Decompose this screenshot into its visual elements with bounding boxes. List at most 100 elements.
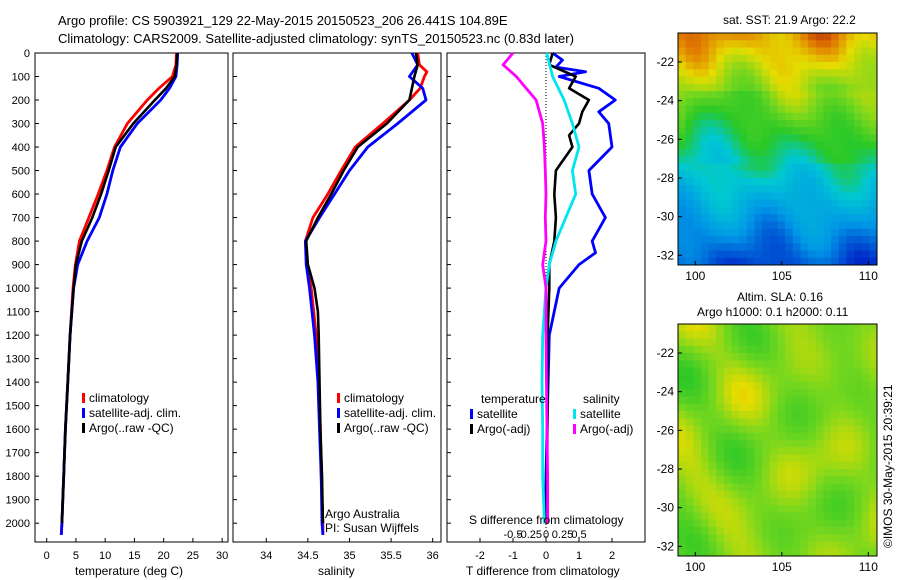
sst-map-cell (846, 69, 855, 77)
sst-map-cell (815, 199, 824, 208)
sla-map-cell (708, 418, 717, 426)
sst-map-cell (700, 54, 710, 63)
sst-map-cell (823, 149, 832, 157)
sla-map-cell (815, 396, 824, 405)
sla-map-cell (831, 498, 840, 506)
sla-map-cell (823, 534, 832, 542)
sla-map-cell (723, 454, 732, 463)
sst-map-cell (792, 228, 801, 237)
sst-map-cell (823, 257, 832, 266)
sst-map-cell (800, 91, 809, 99)
sla-map-cell (678, 418, 687, 426)
sla-map-cell (739, 411, 748, 419)
sla-map-cell (869, 454, 878, 463)
sla-map-cell (823, 396, 832, 405)
sla-map-cell (769, 541, 778, 550)
sst-map-cell (823, 228, 832, 237)
sla-map-cell (846, 527, 855, 535)
sst-map-cell (869, 156, 878, 164)
sla-map-cell (792, 396, 801, 405)
temperature-ytick-label: 200 (12, 95, 30, 107)
sla-map-cell (800, 512, 809, 521)
sla-map-cell (708, 338, 717, 347)
sla-map-cell (678, 476, 687, 484)
sst-map-cell (831, 243, 840, 251)
sst-map-cell (792, 134, 801, 143)
sla-map-cell (777, 461, 786, 470)
sla-map-cell (678, 389, 687, 397)
sst-map-cell (754, 250, 763, 259)
sla-map-cell (861, 338, 870, 347)
sla-map-cell (693, 490, 702, 499)
sla-map-cell (723, 396, 732, 405)
sla-map-cell (731, 440, 740, 448)
sla-map-cell (762, 490, 771, 499)
sst-map-cell (700, 105, 710, 114)
sla-map-cell (846, 541, 855, 550)
sla-map-cell (785, 519, 794, 528)
sst-map-cell (831, 105, 840, 114)
sst-map-cell (808, 134, 817, 143)
sst-map-cell (731, 62, 740, 70)
sla-map-cell (823, 519, 832, 528)
sla-map-cell (708, 432, 717, 441)
sla-map-cell (815, 338, 824, 347)
sst-map-cell (777, 120, 786, 128)
sst-map-cell (693, 207, 702, 215)
sla-map-cell (800, 440, 809, 448)
sla-map-cell (869, 345, 878, 354)
sst-map-cell (716, 141, 725, 150)
sst-map-cell (800, 192, 809, 201)
sla-map-cell (792, 403, 801, 412)
sla-map-cell (716, 374, 725, 383)
sst-map-cell (708, 62, 717, 70)
sla-map-cell (700, 447, 710, 455)
sla-map-cell (700, 548, 710, 557)
sst-map-cell (708, 76, 717, 85)
sst-map-cell (815, 257, 824, 266)
sla-map-cell (823, 476, 832, 484)
sst-map-cell (731, 91, 740, 99)
sla-map-cell (708, 324, 717, 332)
sst-map-cell (854, 47, 863, 56)
sla-map-cell (861, 534, 870, 542)
sla-map-cell (792, 512, 801, 521)
sst-map-cell (708, 83, 717, 92)
sla-map-cell (854, 454, 863, 463)
sla-map-cell (854, 534, 863, 542)
sla-map-cell (800, 331, 809, 339)
sla-map-cell (792, 541, 801, 550)
sla-map-cell (800, 469, 809, 477)
sst-map-cell (800, 156, 809, 164)
sst-map-cell (693, 83, 702, 92)
salinity-frame (232, 52, 442, 543)
difference-legend-temp-label: satellite (477, 407, 518, 421)
sst-map-cell (769, 207, 778, 215)
sst-map-cell (739, 54, 748, 63)
sla-map-cell (777, 374, 786, 383)
sst-map-cell (800, 40, 809, 48)
sst-map-cell (708, 47, 717, 56)
sla-map-cell (792, 447, 801, 455)
sla-map-cell (777, 360, 786, 368)
salinity-xlabel: salinity (318, 564, 355, 578)
sst-map-cell (716, 250, 725, 259)
salinity-series-2 (303, 52, 428, 536)
sla-map-cell (854, 425, 863, 434)
sst-map-cell (815, 127, 824, 135)
sla-map-cell (678, 447, 687, 455)
sla-map-cell (861, 447, 870, 455)
sst-map-cell (777, 33, 786, 41)
sst-map-cell (861, 69, 870, 77)
sla-map-cell (815, 447, 824, 455)
sla-map-cell (831, 512, 840, 521)
sla-map-cell (685, 440, 694, 448)
sla-map-cell (685, 432, 694, 441)
sst-map-cell (846, 149, 855, 157)
sst-map-cell (731, 228, 740, 237)
sla-map-cell (808, 498, 817, 506)
sla-map-cell (754, 447, 763, 455)
sst-map-cell (769, 54, 778, 63)
sst-map-cell (846, 170, 855, 179)
sst-map-cell (869, 163, 878, 172)
